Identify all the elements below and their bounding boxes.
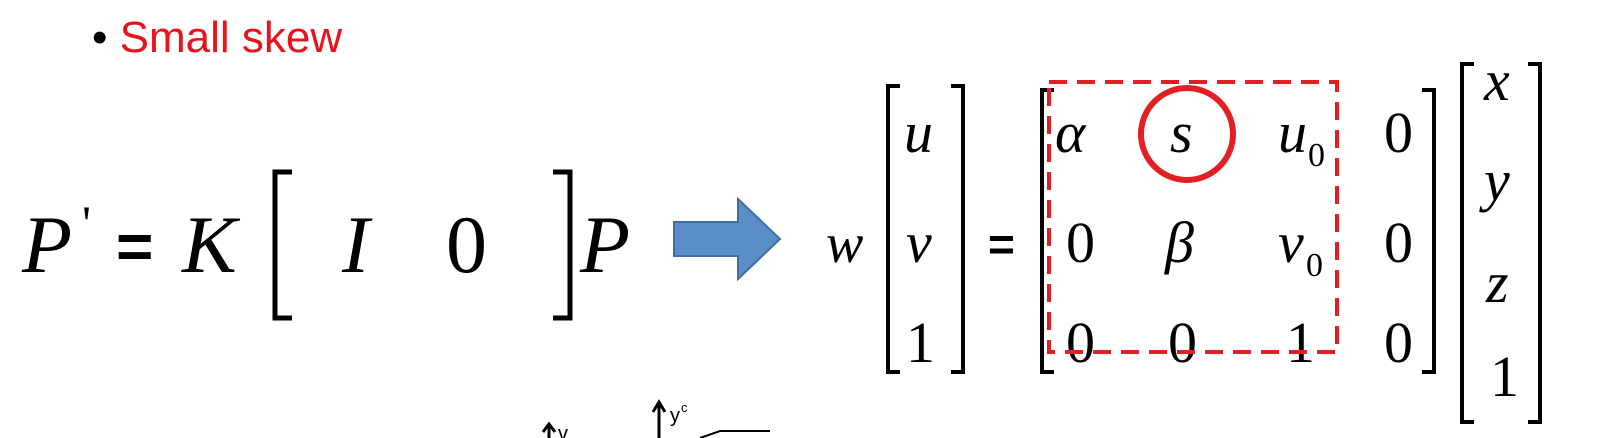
plane-edge-line [699,430,770,438]
intrinsic-k-symbol: K [181,199,241,290]
matrix-v0-subscript: 0 [1306,247,1323,284]
bracket-right-icon [553,169,573,321]
world-point-vector: x y z 1 [1460,48,1542,424]
matrix-u0: u [1278,100,1307,165]
vector-v: v [906,210,932,275]
skew-highlight-circle [1138,85,1236,183]
equals-sign-right: = [988,218,1015,270]
vector-u: u [904,100,933,165]
matrix-beta: β [1164,210,1194,275]
axis-diagram-fragment: v y c [541,399,770,438]
camera-matrix: α s u 0 0 0 β v 0 0 0 0 1 0 [1040,88,1436,375]
equals-sign-left: = [116,210,153,282]
intrinsic-block-highlight [1047,80,1339,354]
world-z: z [1485,250,1509,315]
world-bracket-right-icon [1528,62,1542,424]
bullet-marker: • [92,13,108,62]
world-y: y [1479,148,1510,213]
yc-axis-arrow-icon [651,399,667,438]
world-one: 1 [1490,344,1519,409]
v-axis-label: v [558,423,568,438]
matrix-r2-c4: 0 [1384,210,1413,275]
v-axis-arrow-icon [541,421,557,438]
matrix-r2-c1: 0 [1066,210,1095,275]
matrix-r3-c1: 0 [1066,310,1095,375]
matrix-r3-c2: 0 [1168,310,1197,375]
matrix-v0: v [1278,210,1304,275]
yc-axis-superscript: c [681,400,688,415]
matrix-skew-s: s [1170,100,1193,165]
matrix-alpha: α [1055,100,1087,165]
bullet-item: • Small skew [92,12,342,64]
matrix-r3-c4: 0 [1384,310,1413,375]
matrix-r1-c4: 0 [1384,100,1413,165]
zero-column-symbol: 0 [446,199,487,290]
world-x: x [1483,48,1510,113]
scale-w-symbol: w [826,213,863,275]
world-bracket-left-icon [1460,62,1474,424]
vector-bracket-right-icon [951,84,965,374]
matrix-r3-c3: 1 [1286,310,1315,375]
matrix-bracket-right-icon [1422,88,1436,374]
vector-one: 1 [906,310,935,375]
matrix-u0-subscript: 0 [1308,137,1325,174]
bullet-text: Small skew [119,13,343,62]
point-p-symbol: P [579,199,630,290]
image-point-vector: w u v 1 = [826,84,1015,375]
bracket-left-icon [272,169,292,321]
yc-axis-label: y [670,405,680,427]
right-arrow-icon [673,196,782,282]
projection-equation: P ' = K I 0 P [21,169,630,321]
p-prime-symbol: P [21,199,72,290]
prime-mark: ' [82,195,91,251]
vector-bracket-left-icon [886,84,900,374]
identity-matrix-symbol: I [341,199,373,290]
